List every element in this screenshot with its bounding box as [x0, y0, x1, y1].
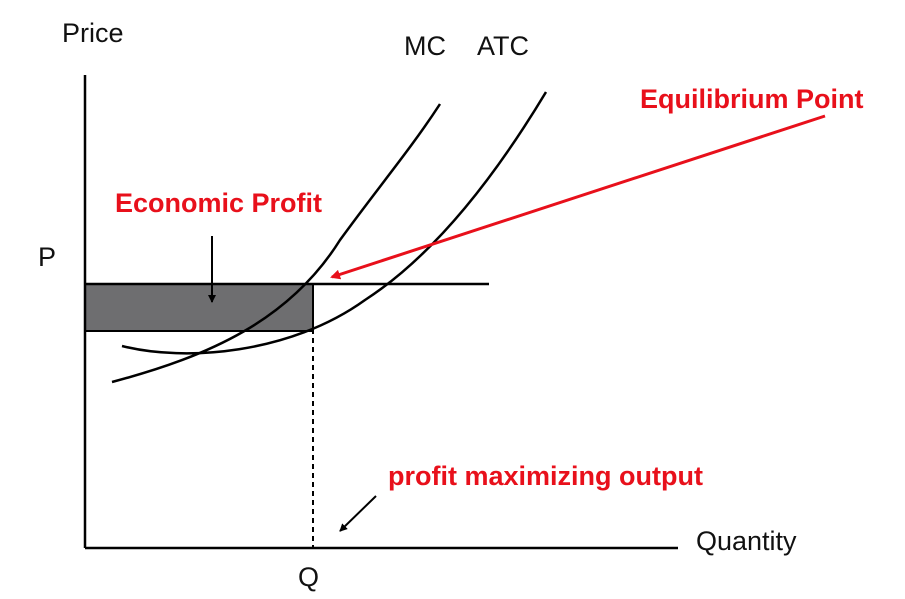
- atc-curve: [121, 91, 548, 355]
- equilibrium-point-label: Equilibrium Point: [640, 84, 864, 114]
- x-tick-label-q: Q: [298, 562, 319, 592]
- mc-curve: [111, 103, 442, 384]
- equilibrium-arrow: [330, 114, 826, 280]
- profit-maximizing-output-label: profit maximizing output: [388, 461, 703, 491]
- atc-label: ATC: [477, 31, 529, 61]
- output-pointer-arrow: [339, 495, 377, 532]
- y-tick-label-p: P: [38, 242, 56, 272]
- x-axis-label: Quantity: [696, 526, 797, 556]
- economic-profit-label: Economic Profit: [115, 188, 322, 218]
- mc-label: MC: [404, 31, 446, 61]
- y-axis-label: Price: [62, 18, 124, 48]
